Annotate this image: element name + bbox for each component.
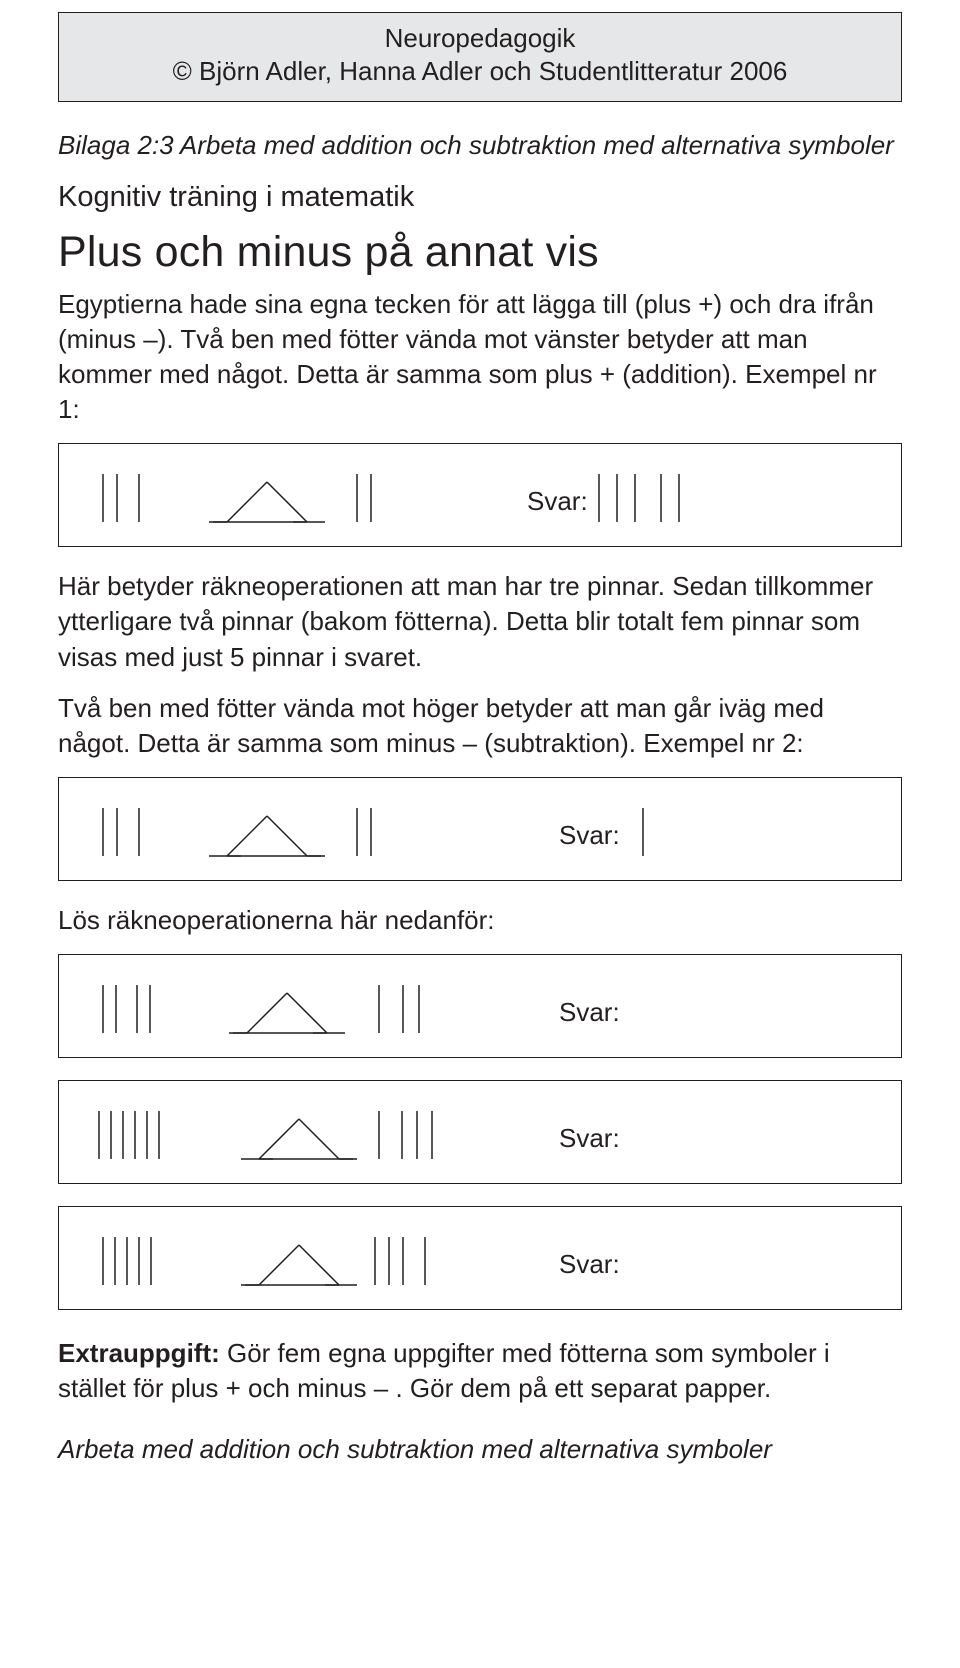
problem-box-2: Svar: [58,1080,902,1184]
header-box: Neuropedagogik © Björn Adler, Hanna Adle… [58,12,902,102]
equation-svg [59,955,899,1059]
intro-paragraph: Egyptierna hade sina egna tecken för att… [58,287,902,427]
extra-label: Extrauppgift: [58,1338,220,1368]
equation-svg [59,444,899,548]
explanation-paragraph: Här betyder räkneoperationen att man har… [58,569,902,674]
extra-task: Extrauppgift: Gör fem egna uppgifter med… [58,1336,902,1406]
header-title: Neuropedagogik [79,23,881,54]
svar-label: Svar: [559,1123,620,1154]
header-copyright: © Björn Adler, Hanna Adler och Studentli… [79,56,881,87]
appendix-label: Bilaga 2:3 Arbeta med addition och subtr… [58,130,902,161]
equation-svg [59,778,899,882]
example-box-1: Svar: [58,443,902,547]
example-box-2: Svar: [58,777,902,881]
problem-box-3: Svar: [58,1206,902,1310]
subtitle: Kognitiv träning i matematik [58,181,902,214]
equation-svg [59,1081,899,1185]
svar-label: Svar: [559,820,620,851]
minus-paragraph: Två ben med fötter vända mot höger betyd… [58,691,902,761]
svar-label: Svar: [559,1249,620,1280]
footer-caption: Arbeta med addition och subtraktion med … [58,1434,902,1465]
worksheet-page: Neuropedagogik © Björn Adler, Hanna Adle… [0,0,960,1668]
problem-box-1: Svar: [58,954,902,1058]
svar-label: Svar: [559,997,620,1028]
main-title: Plus och minus på annat vis [58,228,902,277]
solve-heading: Lös räkneoperationerna här nedanför: [58,903,902,938]
equation-svg [59,1207,899,1311]
svar-label: Svar: [527,486,588,517]
